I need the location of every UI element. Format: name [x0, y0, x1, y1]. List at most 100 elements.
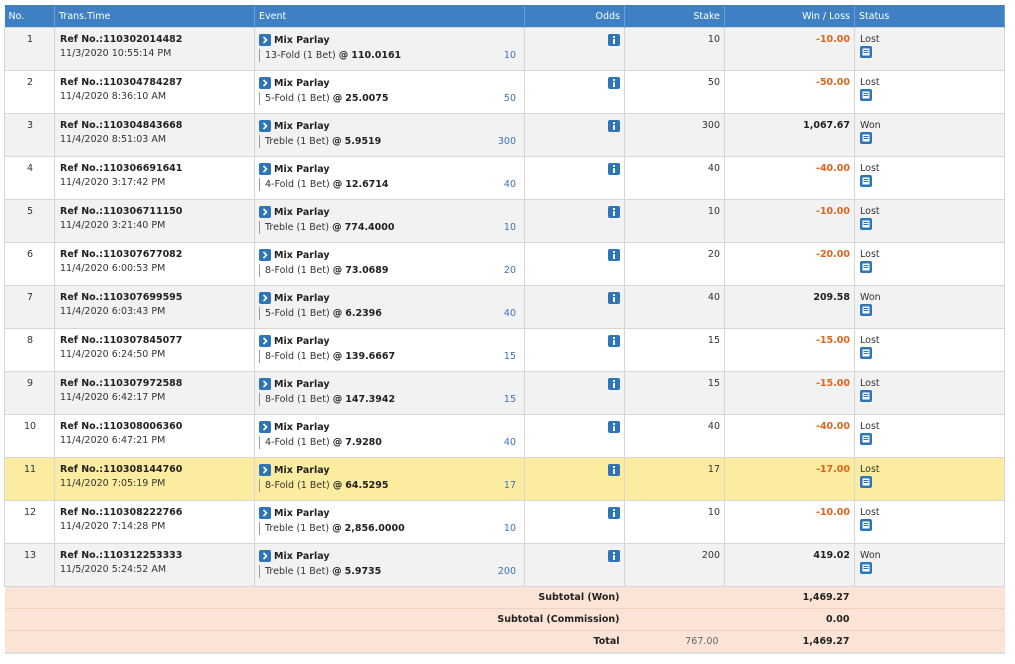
- event-cell: Mix Parlay Treble (1 Bet) @ 2,856.0000 10: [254, 500, 525, 544]
- info-glyph: [608, 206, 620, 218]
- info-icon[interactable]: [608, 163, 620, 175]
- arrow-icon[interactable]: [259, 249, 271, 261]
- status-cell: Lost: [854, 27, 1005, 71]
- arrow-icon[interactable]: [259, 120, 271, 132]
- odds-prefix: @: [332, 93, 343, 104]
- arrow-icon[interactable]: [259, 550, 271, 562]
- detail-icon[interactable]: [860, 433, 872, 445]
- odds-prefix: @: [332, 437, 343, 448]
- detail-icon[interactable]: [860, 347, 872, 359]
- detail-icon[interactable]: [860, 261, 872, 273]
- arrow-icon[interactable]: [259, 163, 271, 175]
- arrow-glyph: [259, 77, 271, 89]
- arrow-icon[interactable]: [259, 77, 271, 89]
- odds-cell: [524, 156, 625, 200]
- bet-odds: 73.0689: [345, 265, 389, 276]
- bet-line: 8-Fold (1 Bet) @ 139.6667 15: [259, 350, 520, 363]
- odds-prefix: @: [332, 179, 343, 190]
- info-icon[interactable]: [608, 464, 620, 476]
- stake: 300: [624, 113, 725, 157]
- trans-time-cell: Ref No.:110307845077 11/4/2020 6:24:50 PM: [54, 328, 255, 372]
- detail-icon[interactable]: [860, 89, 872, 101]
- arrow-icon[interactable]: [259, 335, 271, 347]
- status: Lost: [860, 507, 880, 518]
- arrow-glyph: [259, 550, 271, 562]
- arrow-icon[interactable]: [259, 292, 271, 304]
- info-glyph: [608, 163, 620, 175]
- info-icon[interactable]: [608, 77, 620, 89]
- row-number: 13: [4, 543, 55, 587]
- arrow-icon[interactable]: [259, 507, 271, 519]
- info-icon[interactable]: [608, 378, 620, 390]
- info-icon[interactable]: [608, 507, 620, 519]
- detail-glyph: [860, 519, 872, 531]
- bet-line: Treble (1 Bet) @ 2,856.0000 10: [259, 522, 520, 535]
- arrow-glyph: [259, 507, 271, 519]
- column-header: Odds: [524, 5, 625, 28]
- win-loss: 419.02: [724, 543, 855, 587]
- trans-time-cell: Ref No.:110307677082 11/4/2020 6:00:53 PM: [54, 242, 255, 286]
- stake: 200: [624, 543, 725, 587]
- stake: 10: [624, 27, 725, 71]
- table-footer: Subtotal (Won) 1,469.27 Subtotal (Commissi…: [4, 586, 1005, 654]
- info-icon[interactable]: [608, 34, 620, 46]
- info-icon[interactable]: [608, 292, 620, 304]
- detail-icon[interactable]: [860, 132, 872, 144]
- arrow-icon[interactable]: [259, 421, 271, 433]
- detail-icon[interactable]: [860, 46, 872, 58]
- event-cell: Mix Parlay 8-Fold (1 Bet) @ 139.6667 15: [254, 328, 525, 372]
- detail-icon[interactable]: [860, 304, 872, 316]
- odds-cell: [524, 285, 625, 329]
- detail-glyph: [860, 304, 872, 316]
- bet-type: 5-Fold (1 Bet): [265, 308, 330, 319]
- arrow-icon[interactable]: [259, 378, 271, 390]
- status-icon-wrap: [860, 390, 1000, 402]
- event-cell: Mix Parlay 8-Fold (1 Bet) @ 64.5295 17: [254, 457, 525, 501]
- trans-time-cell: Ref No.:110307972588 11/4/2020 6:42:17 PM: [54, 371, 255, 415]
- column-header: Event: [254, 5, 525, 28]
- detail-glyph: [860, 390, 872, 402]
- info-glyph: [608, 378, 620, 390]
- status-cell: Lost: [854, 371, 1005, 415]
- arrow-icon[interactable]: [259, 206, 271, 218]
- win-loss: -17.00: [724, 457, 855, 501]
- ref-number: Ref No.:110307845077: [60, 335, 183, 346]
- trans-time-cell: Ref No.:110308006360 11/4/2020 6:47:21 PM: [54, 414, 255, 458]
- info-icon[interactable]: [608, 421, 620, 433]
- event-line: Mix Parlay: [259, 335, 520, 347]
- ref-number: Ref No.:110308222766: [60, 507, 183, 518]
- detail-icon[interactable]: [860, 175, 872, 187]
- odds-prefix: @: [332, 523, 342, 534]
- stake: 17: [624, 457, 725, 501]
- event-cell: Mix Parlay Treble (1 Bet) @ 5.9735 200: [254, 543, 525, 587]
- arrow-icon[interactable]: [259, 34, 271, 46]
- detail-icon[interactable]: [860, 390, 872, 402]
- row-number: 8: [4, 328, 55, 372]
- detail-icon[interactable]: [860, 218, 872, 230]
- stake: 10: [624, 500, 725, 544]
- detail-glyph: [860, 132, 872, 144]
- info-icon[interactable]: [608, 335, 620, 347]
- bet-line: 8-Fold (1 Bet) @ 64.5295 17: [259, 479, 520, 492]
- info-icon[interactable]: [608, 550, 620, 562]
- detail-icon[interactable]: [860, 562, 872, 574]
- bet-type: 8-Fold (1 Bet): [265, 265, 330, 276]
- event-name: Mix Parlay: [274, 163, 330, 175]
- status-icon-wrap: [860, 218, 1000, 230]
- bet-odds: 7.9280: [345, 437, 382, 448]
- bet-type: Treble (1 Bet): [265, 523, 330, 534]
- info-icon[interactable]: [608, 120, 620, 132]
- event-name: Mix Parlay: [274, 378, 330, 390]
- status-icon-wrap: [860, 562, 1000, 574]
- detail-icon[interactable]: [860, 476, 872, 488]
- arrow-icon[interactable]: [259, 464, 271, 476]
- detail-icon[interactable]: [860, 519, 872, 531]
- info-icon[interactable]: [608, 206, 620, 218]
- info-glyph: [608, 507, 620, 519]
- column-header: Stake: [624, 5, 725, 28]
- info-glyph: [608, 77, 620, 89]
- arrow-glyph: [259, 120, 271, 132]
- ref-number: Ref No.:110307699595: [60, 292, 183, 303]
- info-icon[interactable]: [608, 249, 620, 261]
